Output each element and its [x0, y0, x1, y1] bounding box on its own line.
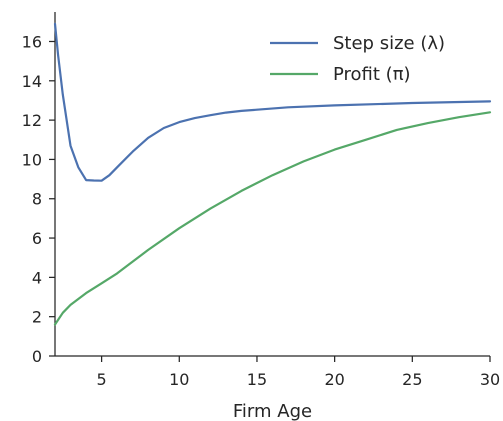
- series-layer: [55, 24, 490, 325]
- y-tick-label: 14: [22, 72, 42, 91]
- y-tick-label: 10: [22, 150, 42, 169]
- x-tick-label: 30: [480, 370, 500, 389]
- y-tick-label: 4: [32, 268, 42, 287]
- y-tick-label: 12: [22, 111, 42, 130]
- y-tick-label: 16: [22, 32, 42, 51]
- x-tick-label: 15: [247, 370, 267, 389]
- y-tick-label: 2: [32, 308, 42, 327]
- y-tick-label: 0: [32, 347, 42, 366]
- x-tick-label: 10: [169, 370, 189, 389]
- axes: [55, 12, 490, 356]
- y-tick-label: 8: [32, 190, 42, 209]
- legend-label-1: Step size (λ): [333, 33, 445, 54]
- legend: Step size (λ) Profit (π): [270, 33, 445, 85]
- x-axis-label: Firm Age: [233, 401, 312, 421]
- x-tick-label: 5: [97, 370, 107, 389]
- x-ticks: 5 10 15 20 25 30: [97, 356, 501, 389]
- y-ticks: 0 2 4 6 8 10 12 14 16: [22, 32, 55, 366]
- x-tick-label: 20: [324, 370, 344, 389]
- x-tick-label: 25: [402, 370, 422, 389]
- legend-label-2: Profit (π): [333, 64, 411, 85]
- y-tick-label: 6: [32, 229, 42, 248]
- series-line-2: [55, 112, 490, 324]
